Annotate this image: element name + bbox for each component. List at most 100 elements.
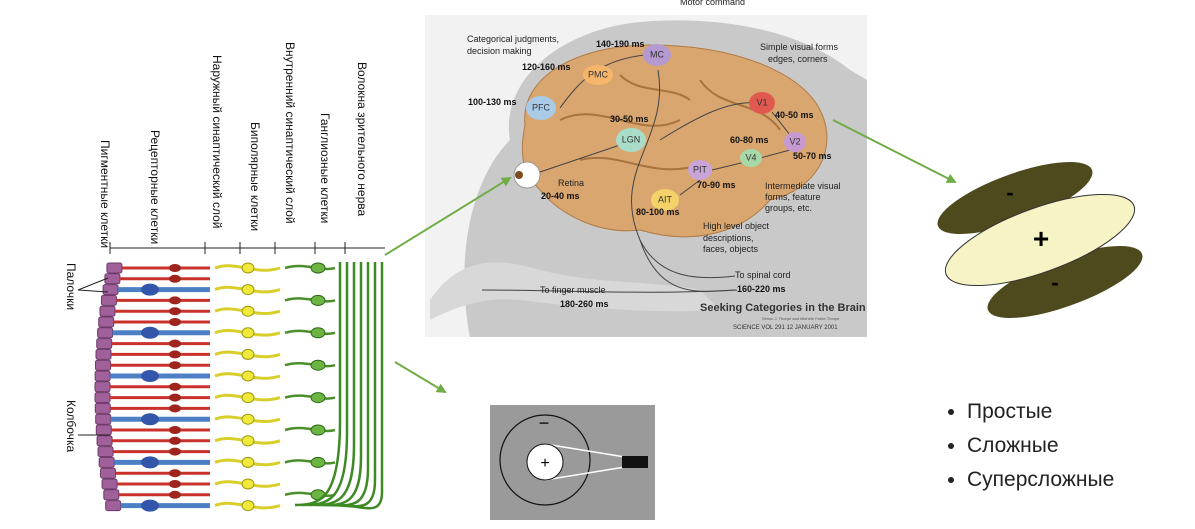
nucleus	[169, 447, 181, 456]
rods-label: Палочки	[64, 263, 78, 310]
receptive-field: − +	[490, 405, 655, 520]
latency-label: 30-50 ms	[610, 114, 649, 124]
pigment-cell	[105, 500, 122, 512]
annotation: To finger muscle	[540, 285, 606, 295]
latency-label: 70-90 ms	[697, 180, 736, 190]
node-label: PIT	[693, 164, 708, 174]
annotation: edges, corners	[768, 54, 828, 64]
node-label: AIT	[658, 194, 673, 204]
latency-label: 100-130 ms	[468, 97, 517, 107]
latency-label: 120-160 ms	[522, 62, 571, 72]
bipolar-body	[241, 262, 255, 274]
bipolar-body	[241, 500, 255, 512]
bipolar-body	[241, 478, 255, 490]
bullet-item: Суперсложные	[967, 463, 1114, 497]
retina-diagram: Пигментные клетки Рецепторные клетки Нар…	[64, 42, 385, 512]
surround-sign: −	[539, 413, 550, 433]
annotation: descriptions,	[703, 233, 754, 243]
pigment-cell	[98, 316, 115, 328]
annotation: forms, feature	[765, 192, 821, 202]
ganglion-body	[310, 327, 326, 339]
nucleus	[169, 404, 181, 413]
annotation: Categorical judgments,	[467, 34, 559, 44]
node-label: PFC	[532, 102, 551, 112]
bullet-list: Простые Сложные Суперсложные	[925, 395, 1114, 497]
top-sign: -	[1006, 180, 1013, 205]
bottom-sign: -	[1051, 270, 1058, 295]
pigment-cell	[97, 446, 114, 458]
center-sign: +	[540, 455, 549, 472]
ganglion-cell	[284, 329, 336, 335]
ganglion-body	[310, 262, 326, 274]
latency-label: 140-190 ms	[596, 39, 645, 49]
brain-figure: Motor command Categorical judgments, decis…	[425, 0, 867, 338]
bullet-item: Сложные	[967, 429, 1114, 463]
ganglion-body	[310, 456, 326, 468]
node-label: V1	[756, 97, 767, 107]
pigment-cell	[103, 489, 120, 501]
bipolar-body	[241, 348, 255, 360]
nucleus	[141, 370, 159, 382]
node-label: MC	[650, 49, 664, 59]
nucleus	[141, 456, 159, 469]
nucleus	[169, 307, 181, 316]
layer-label: Волокна зрительного нерва	[355, 62, 369, 217]
nucleus	[169, 264, 181, 272]
ganglion-cell	[284, 426, 336, 433]
figure-authors: Simon J. Thorpe and Michèle Fabre-Thorpe	[762, 316, 840, 321]
nerve-fiber	[336, 262, 384, 510]
layer-label: Пигментные клетки	[98, 140, 112, 248]
bipolar-body	[241, 456, 255, 468]
layer-label: Наружный синаптический слой	[210, 55, 224, 228]
nucleus	[169, 393, 181, 402]
annotation: To spinal cord	[735, 270, 791, 280]
latency-label: 80-100 ms	[636, 207, 680, 217]
pigment-cell	[101, 478, 118, 490]
nucleus	[169, 274, 181, 283]
nucleus	[169, 361, 181, 370]
layer-label: Внутренний синаптический слой	[283, 42, 297, 224]
arrow	[394, 361, 447, 394]
latency-label: 180-260 ms	[560, 299, 609, 309]
figure-title: Seeking Categories in the Brain	[700, 302, 866, 314]
pigment-cell	[94, 392, 111, 404]
nucleus	[141, 283, 159, 296]
node-label: V4	[745, 152, 756, 162]
nucleus	[169, 382, 181, 391]
pigment-cell	[95, 413, 112, 425]
node-label: LGN	[622, 134, 641, 144]
pigment-cell	[100, 467, 117, 479]
center-sign: +	[1033, 223, 1049, 254]
nucleus	[169, 426, 181, 434]
latency-label: 40-50 ms	[775, 110, 814, 120]
latency-label: 60-80 ms	[730, 135, 769, 145]
nucleus	[141, 326, 159, 339]
ganglion-body	[310, 424, 326, 436]
ganglion-cell	[284, 264, 336, 271]
ganglion-cell	[284, 394, 336, 400]
pigment-cell	[98, 456, 115, 468]
nucleus	[169, 318, 181, 326]
ganglion-body	[310, 294, 326, 306]
latency-label: 160-220 ms	[737, 284, 786, 294]
bipolar-body	[241, 284, 255, 296]
nucleus	[169, 490, 181, 499]
nucleus	[169, 469, 181, 478]
ganglion-cell	[284, 361, 336, 368]
bullet-item: Простые	[967, 395, 1114, 429]
bipolar-body	[241, 392, 255, 404]
pigment-cell	[97, 327, 114, 339]
pigment-cell	[94, 402, 111, 414]
ganglion-cell	[284, 459, 336, 465]
pigment-cell	[95, 348, 112, 360]
nucleus	[141, 413, 159, 426]
arrow	[832, 119, 957, 183]
cone-label: Колбочка	[64, 400, 78, 452]
nucleus	[169, 436, 181, 445]
pigment-cell	[99, 305, 116, 317]
layer-label: Ганглиозные клетки	[318, 113, 332, 223]
bipolar-body	[241, 305, 255, 317]
layer-label: Рецепторные клетки	[148, 130, 162, 244]
